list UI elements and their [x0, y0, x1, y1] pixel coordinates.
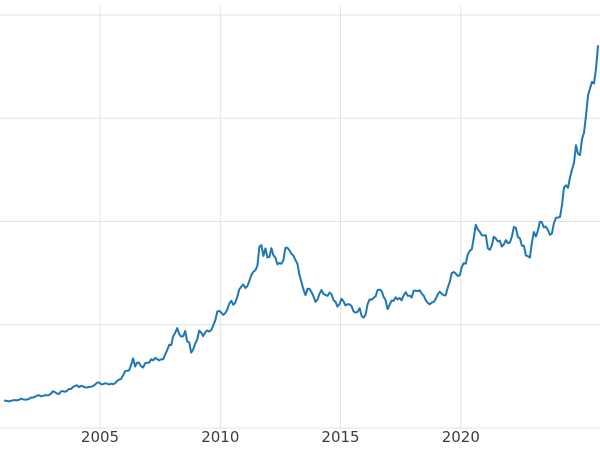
x-tick-label: 2020	[442, 428, 480, 446]
x-tick-label: 2010	[201, 428, 239, 446]
x-tick-label: 2005	[81, 428, 119, 446]
price-series-line	[3, 45, 599, 403]
x-tick-label: 2015	[321, 428, 359, 446]
